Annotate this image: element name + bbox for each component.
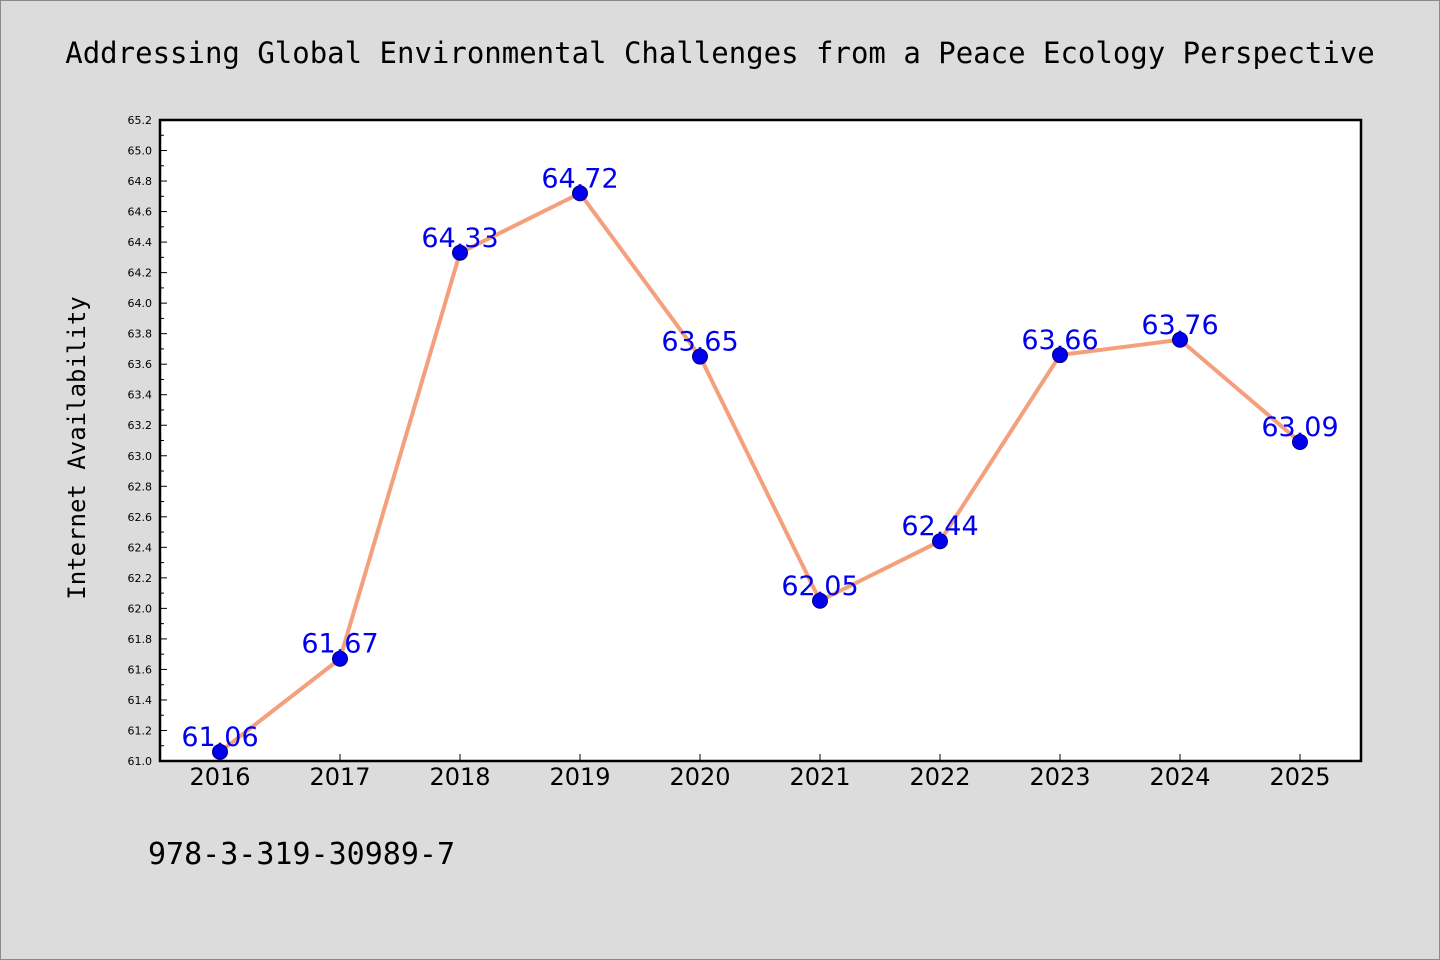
y-tick-label: 64.2	[128, 267, 153, 280]
y-tick-label: 64.4	[128, 236, 153, 249]
data-label: 64.72	[541, 163, 618, 194]
y-tick-label: 62.8	[128, 480, 153, 493]
y-tick-label: 62.2	[128, 572, 153, 585]
data-label: 64.33	[421, 223, 498, 254]
y-tick-label: 62.4	[128, 541, 153, 554]
y-tick-label: 63.4	[128, 389, 153, 402]
x-tick-label: 2016	[189, 763, 250, 791]
data-point	[452, 244, 468, 261]
x-tick-label: 2021	[789, 763, 850, 791]
y-tick-label: 62.0	[128, 602, 153, 615]
y-tick-label: 62.6	[128, 511, 153, 524]
data-label: 63.76	[1141, 310, 1218, 341]
isbn-footer: 978-3-319-30989-7	[148, 837, 455, 872]
x-tick-label: 2017	[309, 763, 370, 791]
y-tick-label: 63.2	[128, 419, 153, 432]
data-point	[1292, 434, 1308, 451]
data-label: 61.67	[301, 629, 378, 660]
x-tick-label: 2025	[1269, 763, 1330, 791]
y-tick-label: 65.0	[128, 145, 153, 158]
y-tick-label: 63.6	[128, 358, 153, 371]
y-axis-label: Internet Availability	[63, 296, 91, 599]
y-tick-label: 61.4	[128, 694, 153, 707]
chart-title: Addressing Global Environmental Challeng…	[65, 36, 1374, 70]
data-point	[692, 348, 708, 365]
data-label: 62.05	[781, 571, 858, 602]
data-label: 63.66	[1021, 325, 1098, 356]
y-tick-label: 63.8	[128, 328, 153, 341]
data-label: 63.09	[1261, 412, 1338, 443]
data-point	[1052, 347, 1068, 364]
data-label: 61.06	[181, 722, 258, 753]
data-point	[932, 533, 948, 550]
y-tick-label: 64.8	[128, 175, 153, 188]
y-tick-label: 61.8	[128, 633, 153, 646]
y-tick-label: 65.2	[128, 114, 153, 127]
x-tick-label: 2023	[1029, 763, 1090, 791]
y-tick-label: 61.2	[128, 724, 153, 737]
x-tick-label: 2019	[549, 763, 610, 791]
y-tick-label: 64.0	[128, 297, 153, 310]
data-point	[212, 743, 228, 760]
plot-area	[158, 118, 1363, 763]
data-label: 63.65	[661, 327, 738, 358]
data-point	[812, 592, 828, 609]
y-tick-label: 61.0	[128, 755, 153, 768]
y-tick-label: 64.6	[128, 206, 153, 219]
data-point	[572, 185, 588, 202]
x-tick-label: 2024	[1149, 763, 1210, 791]
y-tick-label: 63.0	[128, 450, 153, 463]
x-tick-label: 2018	[429, 763, 490, 791]
data-point	[332, 650, 348, 667]
y-tick-label: 61.6	[128, 663, 153, 676]
data-point	[1172, 331, 1188, 348]
x-tick-label: 2020	[669, 763, 730, 791]
data-label: 62.44	[901, 511, 978, 542]
series-layer: 61.06 61.67 64.33 64.72 63.65 62.05 62.44 63.66…	[181, 163, 1339, 760]
y-axis: 61.0 61.2 61.4 61.6 61.8 62.0 62.2 62.4 62.6 62.8…	[128, 114, 167, 768]
x-axis: 2016 2017 2018 2019 2020 2021 2022 2023 2024 2025	[189, 754, 1331, 791]
series-line	[218, 191, 1302, 754]
x-tick-label: 2022	[909, 763, 970, 791]
